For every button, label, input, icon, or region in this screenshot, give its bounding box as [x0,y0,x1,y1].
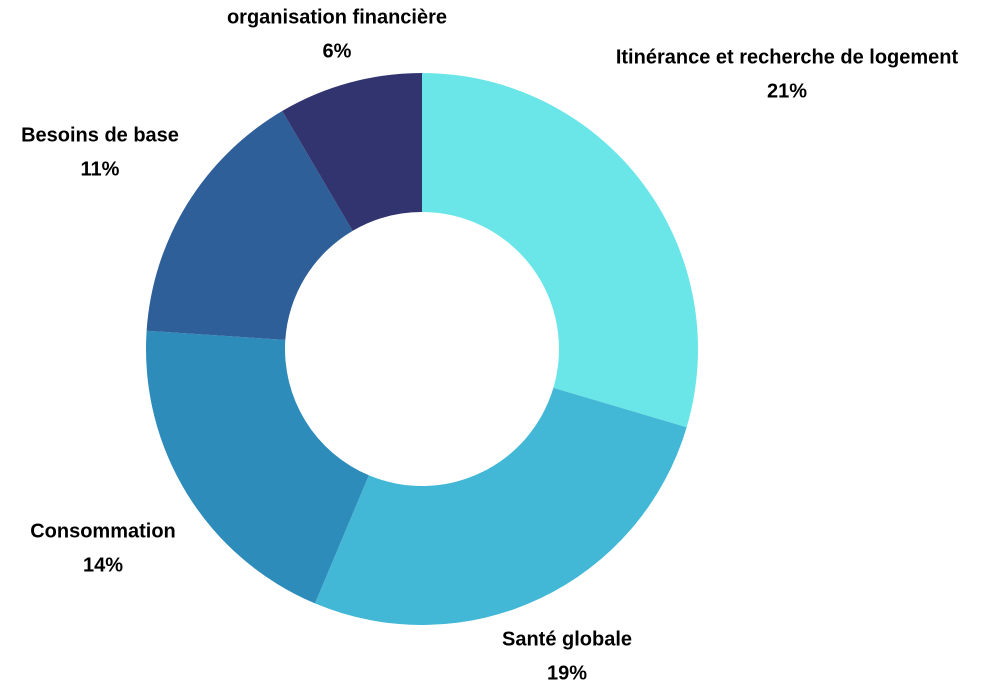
donut-slice [146,111,353,340]
slice-value-label: 19% [547,662,587,684]
donut-slice [282,73,422,231]
slice-label: organisation financière [227,6,447,28]
slice-value-label: 21% [767,80,807,102]
donut-slice [314,387,687,625]
slice-value-label: 11% [81,158,120,180]
slice-label: Besoins de base [21,124,179,146]
slice-label: Consommation [30,520,176,542]
donut-slice [422,73,698,428]
slice-label: Santé globale [502,628,632,650]
slice-value-label: 6% [323,40,352,62]
slice-label: Itinérance et recherche de logement [616,46,959,68]
donut-slice [146,330,369,604]
slice-value-label: 14% [83,554,123,576]
